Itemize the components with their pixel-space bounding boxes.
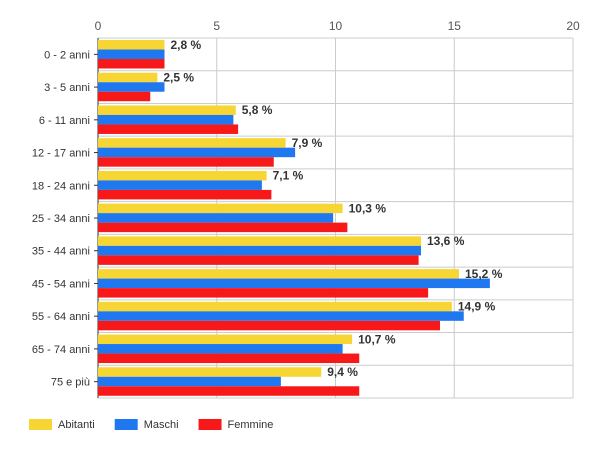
data-labels: 2,8 % 2,5 % 5,8 % 7,9 % 7,1 % 10,3 % 13,6 % 15,… [163,38,502,379]
bar-femmine [98,91,151,102]
bar-abitanti [98,334,353,345]
bar-femmine [98,59,165,69]
bar-maschi [98,213,334,223]
bar-maschi [98,311,464,321]
bar-abitanti [98,236,421,246]
bar-abitanti [98,170,267,181]
legend: Abitanti Maschi Femmine [29,419,273,431]
bar-abitanti [98,367,322,377]
bar-femmine [98,353,360,364]
bar-abitanti [98,203,343,214]
x-tick-label: 0 [95,19,102,33]
bar-femmine [98,288,429,298]
y-tick-label: 25 - 34 anni [32,213,90,225]
bar-maschi [98,114,234,125]
y-tick-label: 45 - 54 anni [32,278,90,290]
bar-abitanti [98,301,452,312]
bar-maschi [98,180,262,190]
legend-swatch-femmine [198,419,222,430]
bar-abitanti [98,138,286,148]
legend-label-abitanti: Abitanti [58,419,95,431]
y-tick-label: 6 - 11 anni [39,115,90,127]
data-label: 5,8 % [242,103,273,117]
bar-abitanti [98,269,459,279]
x-tick-label: 20 [566,19,580,33]
y-tick-label: 12 - 17 anni [32,148,90,160]
y-tick-label: 18 - 24 anni [32,180,90,192]
data-label: 15,2 % [465,267,503,281]
bar-femmine [98,320,440,331]
y-tick-label: 75 e più [51,377,90,389]
bar-abitanti [98,105,236,115]
y-tick-label: 55 - 64 anni [32,311,90,323]
bar-femmine [98,255,419,265]
y-tick-label: 35 - 44 anni [32,246,90,258]
bar-maschi [98,278,490,289]
bar-maschi [98,376,281,387]
y-tick-label: 0 - 2 anni [44,49,90,61]
data-label: 14,9 % [458,300,496,314]
x-tick-label: 15 [448,19,462,33]
bar-femmine [98,157,274,167]
bar-maschi [98,344,343,354]
x-axis-ticks: 0 5 10 15 20 [95,19,580,33]
bar-abitanti [98,40,165,50]
y-tick-label: 65 - 74 anni [32,344,90,356]
y-tick-label: 3 - 5 anni [44,82,90,94]
bar-femmine [98,189,272,200]
legend-swatch-maschi [114,419,138,430]
bar-maschi [98,245,421,256]
x-tick-label: 10 [329,19,343,33]
data-label: 7,1 % [273,169,304,183]
data-label: 2,5 % [163,70,194,84]
x-tick-label: 5 [213,19,220,33]
bars [98,40,490,396]
data-label: 13,6 % [427,234,465,248]
bar-maschi [98,147,296,158]
bar-femmine [98,222,348,233]
data-label: 10,3 % [349,201,387,215]
bar-maschi [98,82,165,92]
legend-label-femmine: Femmine [228,419,274,431]
data-label: 10,7 % [358,332,396,346]
data-label: 2,8 % [171,38,202,52]
bar-abitanti [98,72,158,83]
bar-femmine [98,386,360,396]
bar-femmine [98,124,239,134]
data-label: 7,9 % [292,136,323,150]
bar-maschi [98,49,165,59]
data-label: 9,4 % [327,365,358,379]
legend-swatch-abitanti [29,419,52,430]
y-axis-ticks: 0 - 2 anni 3 - 5 anni 6 - 11 anni 12 - 17 a… [32,49,98,389]
legend-label-maschi: Maschi [144,419,179,431]
